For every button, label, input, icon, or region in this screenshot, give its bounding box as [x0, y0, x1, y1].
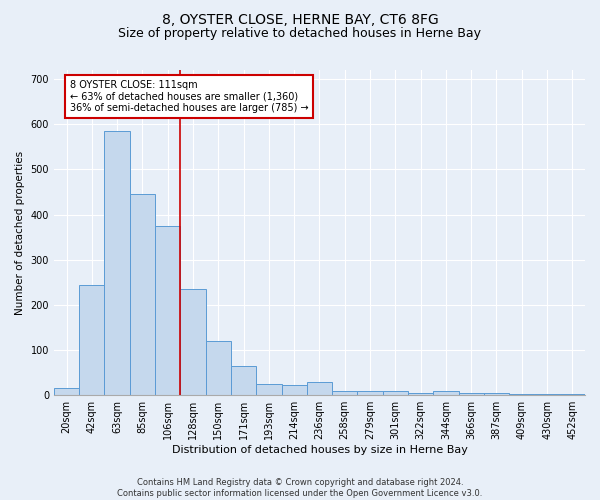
- Bar: [181, 289, 206, 395]
- Bar: [307, 382, 332, 395]
- Bar: [358, 391, 383, 395]
- Y-axis label: Number of detached properties: Number of detached properties: [15, 150, 25, 314]
- Text: Size of property relative to detached houses in Herne Bay: Size of property relative to detached ho…: [119, 28, 482, 40]
- Bar: [281, 386, 307, 395]
- Text: 8 OYSTER CLOSE: 111sqm
← 63% of detached houses are smaller (1,360)
36% of semi-: 8 OYSTER CLOSE: 111sqm ← 63% of detached…: [70, 80, 308, 113]
- Bar: [484, 393, 509, 395]
- Bar: [509, 394, 535, 395]
- Bar: [535, 394, 560, 395]
- Bar: [54, 388, 79, 395]
- Bar: [206, 341, 231, 395]
- Bar: [231, 366, 256, 395]
- Bar: [433, 391, 458, 395]
- Bar: [332, 390, 358, 395]
- Bar: [408, 393, 433, 395]
- X-axis label: Distribution of detached houses by size in Herne Bay: Distribution of detached houses by size …: [172, 445, 467, 455]
- Bar: [155, 226, 181, 395]
- Bar: [130, 194, 155, 395]
- Text: Contains HM Land Registry data © Crown copyright and database right 2024.
Contai: Contains HM Land Registry data © Crown c…: [118, 478, 482, 498]
- Bar: [383, 391, 408, 395]
- Bar: [458, 393, 484, 395]
- Bar: [560, 394, 585, 395]
- Bar: [256, 384, 281, 395]
- Bar: [79, 284, 104, 395]
- Bar: [104, 131, 130, 395]
- Text: 8, OYSTER CLOSE, HERNE BAY, CT6 8FG: 8, OYSTER CLOSE, HERNE BAY, CT6 8FG: [161, 12, 439, 26]
